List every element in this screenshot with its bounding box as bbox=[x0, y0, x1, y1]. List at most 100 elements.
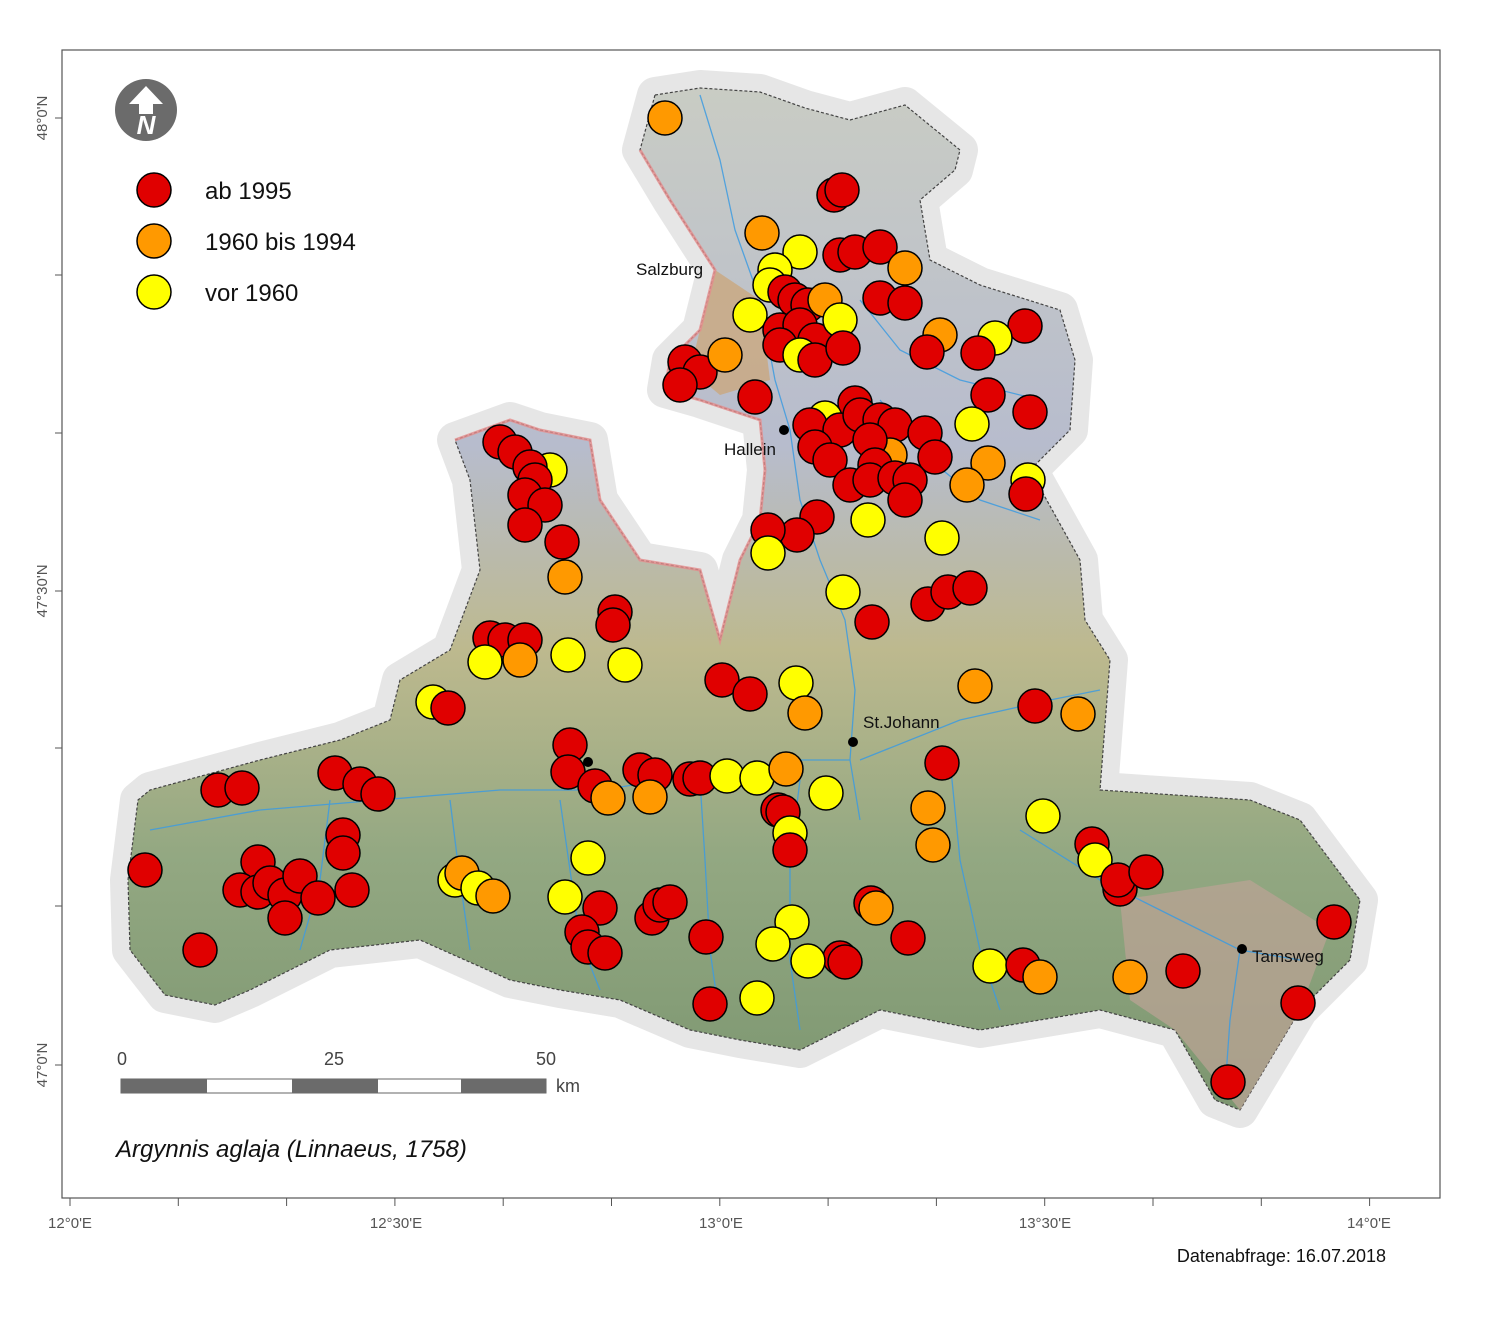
lon-label-1230: 12°30'E bbox=[370, 1215, 422, 1232]
observation-point bbox=[949, 467, 985, 503]
scale-tick-25: 25 bbox=[324, 1049, 344, 1069]
observation-point bbox=[972, 948, 1008, 984]
observation-point bbox=[1008, 476, 1044, 512]
observation-point bbox=[825, 330, 861, 366]
observation-point bbox=[1022, 959, 1058, 995]
observation-point bbox=[850, 502, 886, 538]
observation-point bbox=[590, 780, 626, 816]
observation-point bbox=[854, 604, 890, 640]
observation-point bbox=[917, 439, 953, 475]
observation-point bbox=[772, 832, 808, 868]
observation-point bbox=[824, 172, 860, 208]
observation-point bbox=[827, 944, 863, 980]
lon-label-12: 12°0'E bbox=[48, 1215, 92, 1232]
observation-point bbox=[787, 695, 823, 731]
observation-point bbox=[970, 445, 1006, 481]
lon-label-13: 13°0'E bbox=[699, 1215, 743, 1232]
observation-point bbox=[887, 250, 923, 286]
observation-point bbox=[547, 879, 583, 915]
observation-point bbox=[732, 676, 768, 712]
observation-point bbox=[502, 642, 538, 678]
observation-point bbox=[778, 665, 814, 701]
observation-point bbox=[768, 751, 804, 787]
observation-point bbox=[750, 535, 786, 571]
scale-bar: 0 25 50 km bbox=[117, 1049, 580, 1096]
city-marker-stjohann bbox=[848, 737, 858, 747]
lat-label-47: 47°0'N bbox=[34, 1043, 51, 1088]
observation-point bbox=[1210, 1064, 1246, 1100]
observation-point bbox=[1112, 959, 1148, 995]
observation-point bbox=[755, 926, 791, 962]
legend-label-1960-1994: 1960 bis 1994 bbox=[205, 229, 356, 256]
observation-point bbox=[808, 775, 844, 811]
observation-point bbox=[707, 337, 743, 373]
lat-label-4730: 47°30'N bbox=[34, 564, 51, 617]
north-arrow-icon: N bbox=[115, 79, 177, 141]
observation-point bbox=[732, 297, 768, 333]
observation-point bbox=[1012, 394, 1048, 430]
observation-point bbox=[782, 234, 818, 270]
observation-point bbox=[890, 920, 926, 956]
observation-point bbox=[688, 919, 724, 955]
observation-point bbox=[1280, 985, 1316, 1021]
observation-point bbox=[924, 745, 960, 781]
svg-text:N: N bbox=[137, 110, 157, 140]
coordinate-labels: 48°0'N 47°30'N 47°0'N 12°0'E 12°30'E 13°… bbox=[34, 96, 1391, 1232]
legend-swatch-yellow bbox=[136, 274, 172, 310]
observation-point bbox=[704, 662, 740, 698]
observation-point bbox=[547, 559, 583, 595]
observation-point bbox=[858, 890, 894, 926]
observation-point bbox=[550, 637, 586, 673]
observation-point bbox=[334, 872, 370, 908]
legend: ab 1995 1960 bis 1994 vor 1960 bbox=[136, 172, 356, 310]
observation-point bbox=[300, 880, 336, 916]
lat-label-48: 48°0'N bbox=[34, 96, 51, 141]
observation-point bbox=[182, 932, 218, 968]
observation-points bbox=[127, 100, 1352, 1100]
legend-label-ab1995: ab 1995 bbox=[205, 178, 292, 205]
city-markers: Salzburg Hallein St.Johann Tamsweg bbox=[583, 260, 1324, 966]
observation-point bbox=[467, 644, 503, 680]
observation-point bbox=[887, 285, 923, 321]
observation-point bbox=[127, 852, 163, 888]
observation-point bbox=[1017, 688, 1053, 724]
observation-point bbox=[507, 507, 543, 543]
observation-point bbox=[709, 758, 745, 794]
observation-point bbox=[739, 980, 775, 1016]
observation-point bbox=[647, 100, 683, 136]
observation-point bbox=[224, 770, 260, 806]
observation-point bbox=[1077, 842, 1113, 878]
observation-point bbox=[267, 900, 303, 936]
observation-point bbox=[325, 835, 361, 871]
observation-point bbox=[1128, 854, 1164, 890]
city-label-salzburg: Salzburg bbox=[636, 260, 703, 279]
province-salzburg bbox=[110, 70, 1378, 1128]
observation-point bbox=[632, 779, 668, 815]
observation-point bbox=[652, 884, 688, 920]
observation-point bbox=[737, 379, 773, 415]
scale-tick-50: 50 bbox=[536, 1049, 556, 1069]
observation-point bbox=[1060, 696, 1096, 732]
observation-point bbox=[582, 890, 618, 926]
observation-point bbox=[544, 524, 580, 560]
observation-point bbox=[587, 935, 623, 971]
scale-unit: km bbox=[556, 1076, 580, 1096]
observation-point bbox=[825, 574, 861, 610]
observation-point bbox=[692, 986, 728, 1022]
observation-point bbox=[475, 878, 511, 914]
legend-swatch-red bbox=[136, 172, 172, 208]
scale-tick-0: 0 bbox=[117, 1049, 127, 1069]
observation-point bbox=[909, 334, 945, 370]
observation-point bbox=[360, 776, 396, 812]
observation-point bbox=[957, 668, 993, 704]
observation-point bbox=[570, 840, 606, 876]
observation-point bbox=[662, 367, 698, 403]
graticule bbox=[55, 117, 1371, 1206]
observation-point bbox=[812, 442, 848, 478]
observation-point bbox=[887, 482, 923, 518]
legend-swatch-orange bbox=[136, 223, 172, 259]
observation-point bbox=[970, 377, 1006, 413]
observation-point bbox=[595, 607, 631, 643]
city-marker-tamsweg bbox=[1237, 944, 1247, 954]
